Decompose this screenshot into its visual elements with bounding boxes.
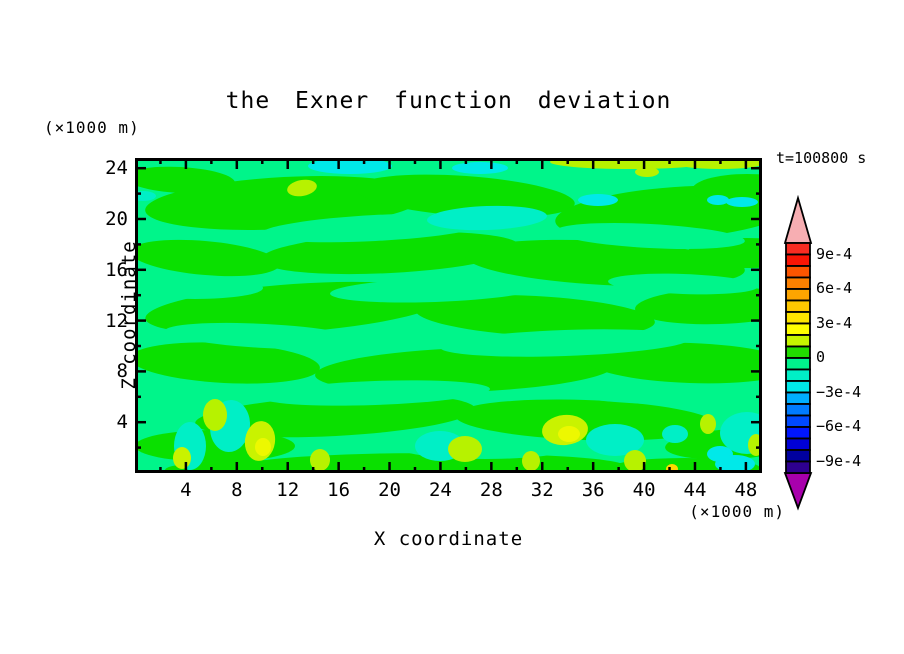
contour-plot [135,158,762,473]
contour-blob [578,194,618,206]
contour-blob [624,450,646,472]
contour-blob [707,195,729,205]
x-tick-label: 40 [632,479,656,501]
colorbar-band [785,380,811,394]
x-tick-label: 20 [378,479,401,501]
colorbar-band [785,368,811,382]
contour-blob [662,425,688,443]
contour-blob [135,166,235,194]
timestamp-label: t=100800 s [776,149,867,167]
contour-blob [415,295,655,337]
colorbar-band [785,299,811,313]
colorbar-arrow-bottom [783,472,813,511]
contour-blob [608,273,758,295]
contour-field [135,158,762,473]
contour-blob [455,399,715,441]
contour-blob [440,329,690,357]
colorbar-band [785,414,811,428]
x-tick-label: 44 [683,479,707,501]
colorbar [783,195,813,511]
contour-blob [427,205,547,231]
contour-blob [310,449,330,471]
colorbar-band [785,426,811,440]
y-tick-label: 16 [105,258,128,281]
colorbar-band [785,391,811,405]
contour-blob [700,414,716,434]
contour-blob [555,223,745,249]
y-axis-unit-label: (×1000 m) [44,118,140,137]
contour-blob [452,162,508,174]
contour-blob [165,460,345,473]
contour-blob [308,158,392,174]
y-tick-label: 20 [105,208,128,230]
colorbar-tick-label: 6e-4 [816,279,853,297]
contour-blob [355,174,575,218]
contour-blob [287,179,317,197]
contour-blob [173,447,191,469]
colorbar-band [785,437,811,451]
x-tick-label: 32 [530,479,554,501]
colorbar-band [785,334,811,348]
contour-blob [748,434,762,456]
x-tick-label: 36 [581,479,605,501]
contour-blob [555,381,745,405]
colorbar-band [785,242,811,256]
colorbar-tick-label: −9e-4 [816,451,862,470]
x-tick-label: 48 [734,479,758,501]
contour-blob [260,231,520,275]
x-tick-label: 4 [180,479,192,501]
plot-border [135,158,762,473]
colorbar-band [785,288,811,302]
y-tick-label: 4 [116,411,128,434]
colorbar-band [785,265,811,279]
x-tick-label: 28 [479,479,503,501]
contour-blob [165,322,365,350]
contour-blob [726,197,758,207]
contour-blob [635,287,762,325]
colorbar-band [785,449,811,463]
contour-blob [522,451,540,471]
colorbar-band [785,276,811,290]
contour-blob [586,424,644,456]
x-axis-title: X coordinate [373,528,524,550]
contour-blob [203,399,227,431]
contour-blob [135,342,320,384]
colorbar-tick-label: −6e-4 [816,417,862,435]
y-tick-label: 12 [105,309,128,332]
colorbar-tick-label: −3e-4 [816,382,862,401]
colorbar-tick-label: 3e-4 [816,313,853,332]
x-tick-label: 16 [327,479,351,501]
colorbar-band [785,460,811,474]
colorbar-band [785,253,811,267]
y-tick-label: 8 [116,360,128,383]
colorbar-tick-label: 0 [816,348,826,366]
colorbar-band [785,311,811,325]
x-tick-label: 8 [231,479,243,501]
colorbar-arrow-top [783,195,813,244]
contour-blob [330,277,540,303]
contour-blob [135,239,280,277]
x-tick-label: 12 [276,479,300,501]
contour-blob [135,277,263,299]
colorbar-tick-label: 9e-4 [816,244,853,263]
colorbar-band [785,403,811,417]
contour-blob [558,426,580,442]
chart-title: the Exner function deviation [225,88,672,114]
contour-blob [255,438,271,456]
contour-blob [260,380,490,406]
colorbar-band [785,357,811,371]
colorbar-band [785,322,811,336]
contour-blob [635,167,659,177]
x-axis-unit-label: (×1000 m) [689,502,785,521]
y-tick-label: 24 [105,157,128,180]
contour-blob [585,342,762,384]
contour-blob [448,436,482,462]
x-tick-label: 24 [428,479,452,501]
colorbar-band [785,345,811,359]
